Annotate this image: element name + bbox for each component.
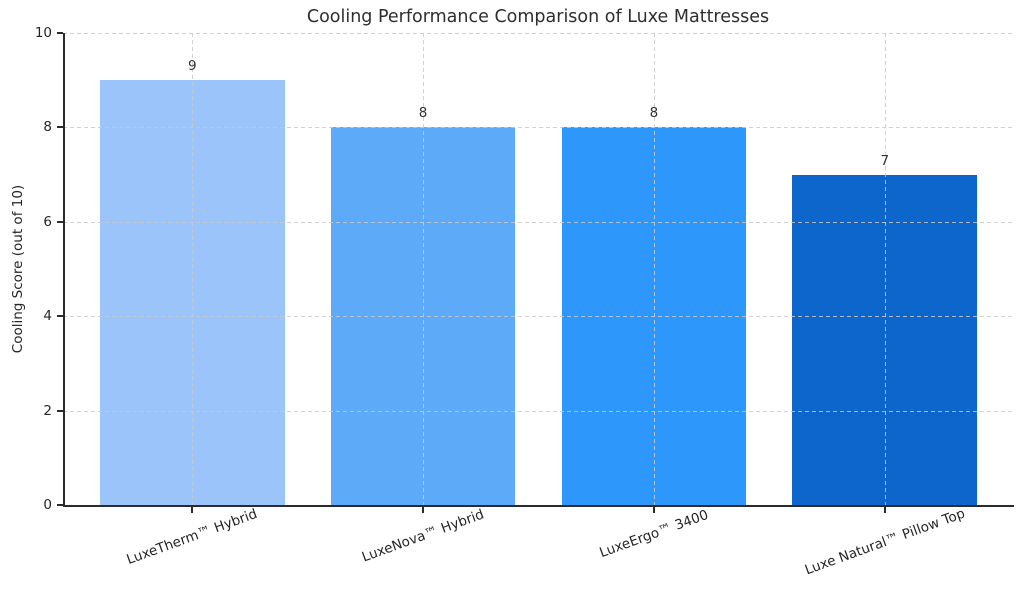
x-tick-label: LuxeTherm™ Hybrid [124, 506, 260, 569]
x-tick-label: Luxe Natural™ Pillow Top [802, 505, 967, 579]
bar-value-label: 9 [187, 58, 197, 75]
y-axis-spine [63, 33, 65, 507]
x-tick-mark [191, 507, 194, 513]
x-tick-mark [652, 507, 655, 513]
gridline-y-2 [63, 410, 1014, 412]
x-tick-label: LuxeErgo™ 3400 [597, 506, 711, 561]
x-tick-label: LuxeNova™ Hybrid [359, 506, 487, 566]
bar-value-label: 7 [880, 152, 890, 169]
x-axis-spine [63, 505, 1014, 507]
y-tick-mark [57, 315, 63, 318]
y-tick-mark [57, 504, 63, 506]
gridline-x-1 [192, 33, 194, 505]
y-tick-label: 6 [43, 213, 52, 230]
y-axis-label: Cooling Score (out of 10) [10, 184, 26, 354]
gridline-y-6 [63, 221, 1014, 223]
y-tick-label: 8 [43, 119, 52, 136]
gridline-y-8 [63, 127, 1014, 129]
chart-title: Cooling Performance Comparison of Luxe M… [306, 7, 770, 27]
y-tick-label: 0 [43, 497, 52, 513]
y-tick-mark [57, 126, 63, 129]
bar-value-label: 8 [649, 105, 659, 122]
gridline-y-4 [63, 316, 1014, 318]
y-tick-label: 4 [43, 308, 52, 325]
gridline-y-10 [63, 33, 1014, 34]
x-tick-mark [883, 507, 886, 513]
y-tick-label: 10 [34, 25, 52, 41]
y-tick-label: 2 [43, 402, 52, 419]
y-tick-mark [57, 32, 63, 34]
y-tick-mark [57, 409, 63, 412]
bar-value-label: 8 [418, 105, 428, 122]
gridline-x-2 [423, 33, 425, 505]
gridline-x-3 [653, 33, 655, 505]
y-tick-mark [57, 220, 63, 223]
x-tick-mark [422, 507, 425, 513]
gridline-x-4 [884, 33, 886, 505]
